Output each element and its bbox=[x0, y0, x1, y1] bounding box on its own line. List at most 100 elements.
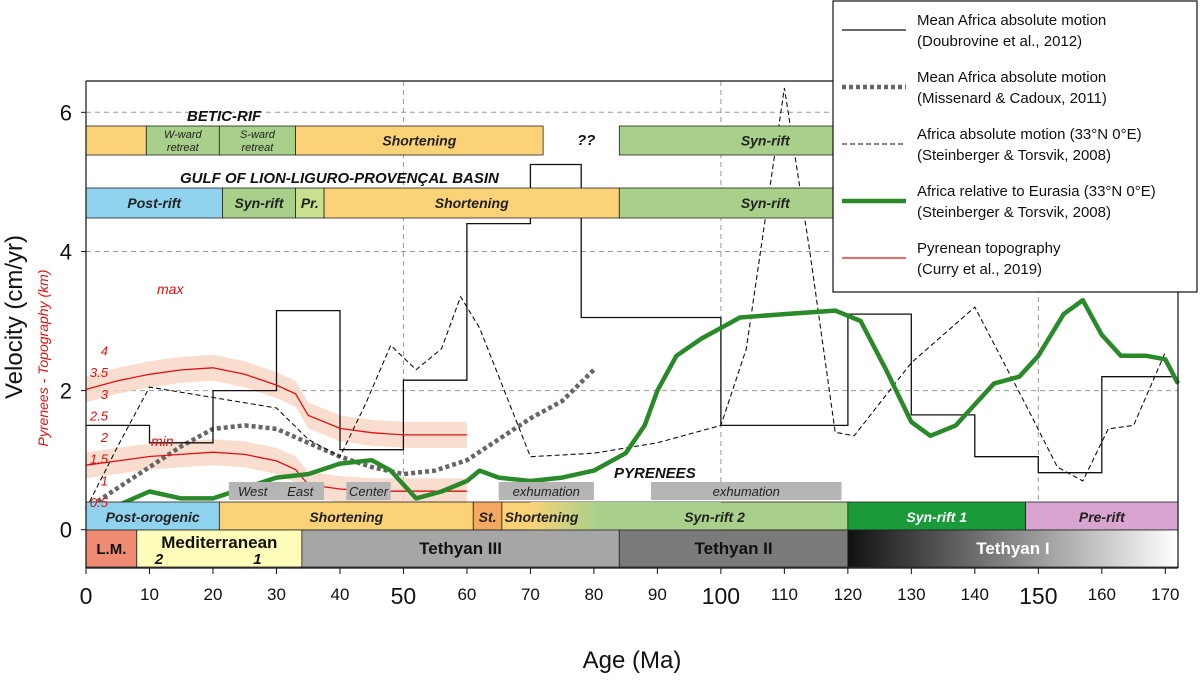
legend-name: Africa relative to Eurasia (33°N 0°E) bbox=[917, 183, 1156, 200]
pyrenees-bar bbox=[218, 501, 474, 531]
annotation-max: max bbox=[157, 281, 184, 297]
legend-citation: (Missenard & Cadoux, 2011) bbox=[917, 90, 1107, 107]
med-label: Mediterranean bbox=[161, 533, 277, 552]
pyrenees-tag-label: West bbox=[238, 484, 269, 499]
pyrenees-tag-bar bbox=[346, 482, 391, 500]
y-tick-label: 0 bbox=[60, 518, 72, 543]
topo-tick-label: 2.5 bbox=[89, 408, 109, 423]
y-tick-label: 4 bbox=[60, 239, 72, 264]
med-bar bbox=[85, 529, 138, 568]
annotation-question: ?? bbox=[577, 132, 595, 149]
legend-name: Mean Africa absolute motion bbox=[917, 69, 1106, 86]
annotations: max min ?? BETIC-RIF GULF OF LION-LIGURO… bbox=[151, 108, 696, 482]
betic-label: retreat bbox=[242, 142, 275, 154]
legend-box bbox=[832, 0, 1198, 293]
gulf-label: Syn-rift bbox=[235, 195, 285, 211]
legend-citation: (Steinberger & Torsvik, 2008) bbox=[917, 147, 1111, 164]
y2-axis-label: Pyrenees - Topography (km) bbox=[35, 270, 51, 447]
topo-tick-label: 4 bbox=[101, 343, 108, 358]
legend: Mean Africa absolute motion (Doubrovine e… bbox=[832, 0, 1198, 293]
series-africa-eurasia-line bbox=[85, 297, 1180, 515]
pyrenees-tag-bar bbox=[651, 482, 842, 500]
x-tick-label: 40 bbox=[330, 585, 349, 604]
legend-citation: (Steinberger & Torsvik, 2008) bbox=[917, 204, 1111, 221]
pyrenees-tag-bar bbox=[498, 482, 594, 500]
pyrenees-label: St. bbox=[479, 509, 497, 525]
topo-tick-label: 0.5 bbox=[90, 495, 109, 510]
pyrenees-tag-bar bbox=[276, 482, 325, 500]
series-doubrovine-line bbox=[86, 163, 1172, 474]
x-tick-label: 120 bbox=[834, 585, 862, 604]
x-tick-label: 60 bbox=[457, 585, 476, 604]
x-tick-label: 100 bbox=[702, 583, 740, 609]
pyrenees-tag-label: exhumation bbox=[513, 484, 580, 499]
betic-label: retreat bbox=[167, 142, 200, 154]
y-axis-label: Velocity (cm/yr) bbox=[1, 235, 28, 399]
betic-bar bbox=[85, 125, 147, 156]
series-steinberger-absolute-line bbox=[85, 87, 1166, 510]
x-tick-label: 150 bbox=[1019, 583, 1057, 609]
med-bar bbox=[847, 529, 1179, 568]
betic-label: Shortening bbox=[382, 133, 456, 149]
gulf-bar bbox=[85, 187, 223, 219]
med-label: L.M. bbox=[96, 541, 126, 558]
x-axis-label: Age (Ma) bbox=[583, 647, 682, 674]
x-tick-label: 10 bbox=[140, 585, 159, 604]
gulf-bar bbox=[295, 187, 325, 219]
med-label: Tethyan II bbox=[695, 539, 773, 558]
pyrenees-tag-bar bbox=[228, 482, 277, 500]
x-tick-label: 90 bbox=[648, 585, 667, 604]
legend-citation: (Curry et al., 2019) bbox=[917, 261, 1042, 278]
pyrenees-label: Shortening bbox=[309, 509, 383, 525]
legend-name: Mean Africa absolute motion bbox=[917, 12, 1106, 29]
betic-label: S-ward bbox=[240, 129, 276, 141]
pyrenees-label: Shortening bbox=[505, 509, 579, 525]
topo-tick-label: 1.5 bbox=[90, 452, 109, 467]
pyrenees-transition-bar bbox=[530, 502, 721, 530]
series-group bbox=[84, 87, 1180, 515]
x-tick-label: 30 bbox=[267, 585, 286, 604]
annotation-min: min bbox=[151, 433, 174, 449]
x-tick-label: 170 bbox=[1151, 585, 1179, 604]
annotation-gulf: GULF OF LION-LIGURO-PROVENÇAL BASIN bbox=[180, 170, 500, 187]
gulf-label: Shortening bbox=[435, 195, 509, 211]
pyrenees-tag-label: East bbox=[287, 484, 314, 499]
med-sublabel: 2 bbox=[154, 551, 164, 568]
gulf-label: Post-rift bbox=[127, 195, 182, 211]
series-topography-min-line bbox=[85, 451, 467, 492]
gulf-label: Syn-rift bbox=[741, 195, 791, 211]
x-tick-label: 80 bbox=[584, 585, 603, 604]
topography-max-band bbox=[86, 354, 467, 448]
x-tick-label: 160 bbox=[1088, 585, 1116, 604]
topo-tick-label: 1 bbox=[101, 473, 108, 488]
x-tick-label: 130 bbox=[897, 585, 925, 604]
legend-citation: (Doubrovine et al., 2012) bbox=[917, 33, 1082, 50]
pyrenees-label: Post-orogenic bbox=[106, 509, 200, 525]
med-bar bbox=[618, 529, 849, 568]
med-label: Tethyan III bbox=[419, 539, 502, 558]
pyrenees-bar bbox=[472, 501, 503, 531]
topo-tick-label: 3 bbox=[101, 387, 109, 402]
x-tick-label: 140 bbox=[961, 585, 989, 604]
legend-name: Pyrenean topography bbox=[917, 240, 1061, 257]
x-tick-label: 0 bbox=[80, 583, 93, 609]
topo-tick-label: 2 bbox=[100, 430, 109, 445]
gulf-label: Pr. bbox=[301, 195, 319, 211]
pyrenees-label: Syn-rift 1 bbox=[906, 509, 967, 525]
med-sublabel: 1 bbox=[253, 551, 261, 568]
y-tick-label: 6 bbox=[60, 100, 72, 125]
topo-tick-label: 3.5 bbox=[90, 365, 109, 380]
pyrenees-label: Pre-rift bbox=[1079, 509, 1126, 525]
betic-label: W-ward bbox=[164, 129, 203, 141]
axes: Age (Ma) Velocity (cm/yr) Pyrenees - Top… bbox=[1, 80, 1179, 674]
x-tick-label: 110 bbox=[771, 585, 798, 604]
pyrenees-bar bbox=[85, 501, 220, 531]
pyrenees-tag-label: exhumation bbox=[713, 484, 780, 499]
series-topography-max-line bbox=[85, 367, 467, 436]
betic-label: Syn-rift bbox=[741, 133, 791, 149]
betic-bar bbox=[295, 125, 544, 156]
legend-name: Africa absolute motion (33°N 0°E) bbox=[917, 126, 1142, 143]
y-tick-label: 2 bbox=[60, 379, 72, 404]
annotation-pyrenees: PYRENEES bbox=[614, 465, 696, 482]
